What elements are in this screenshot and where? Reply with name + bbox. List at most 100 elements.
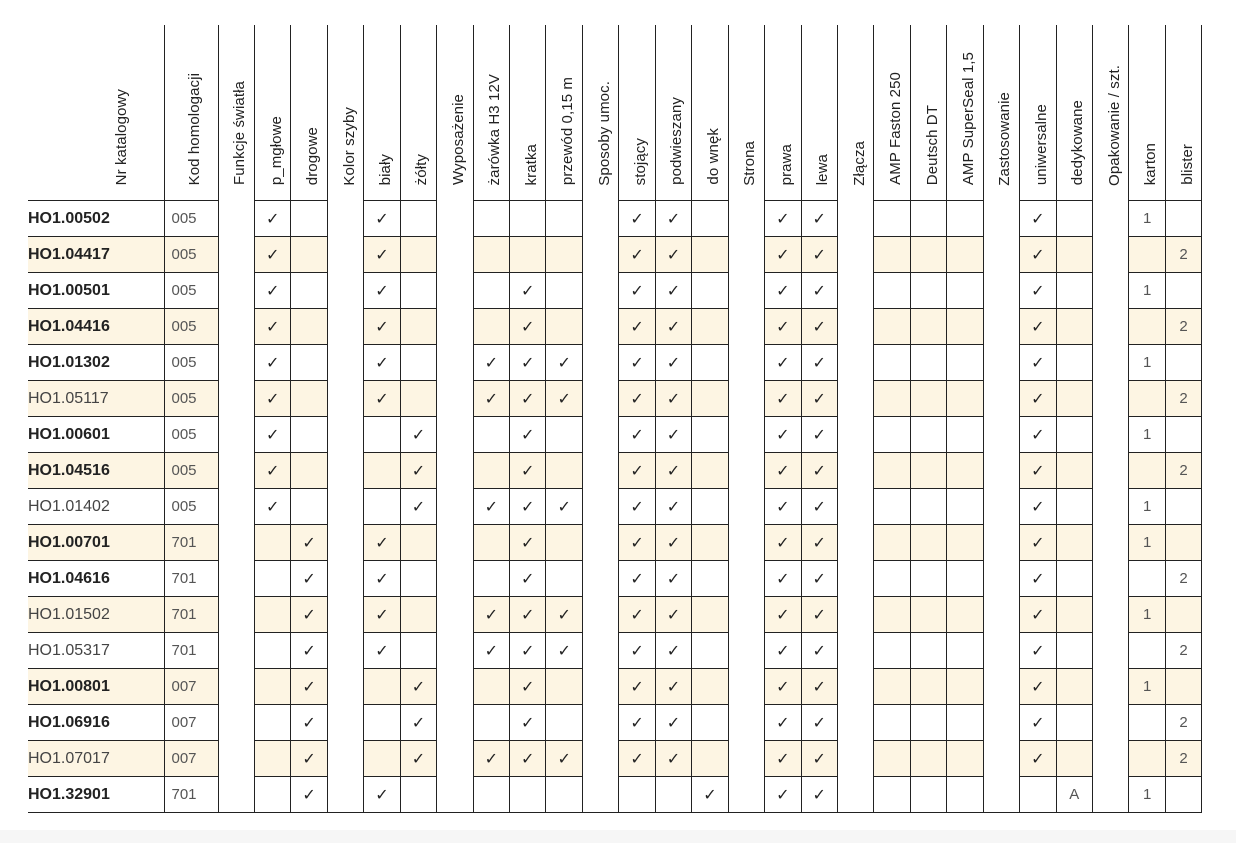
cell-zarowka-h3-12v: ✓ [472,380,511,417]
cell-deutsch-dt [909,416,948,453]
section-spacer [1091,416,1130,453]
check-icon: ✓ [265,425,280,444]
cell-deutsch-dt [909,452,948,489]
check-icon: ✓ [521,281,535,300]
section-spacer [982,560,1021,597]
cell-dedykowane [1055,380,1094,417]
cell-do-wnek [691,308,729,345]
homologation-code: 007 [163,740,219,777]
cell-przewod-0-15-m [545,524,583,561]
section-spacer [836,524,875,561]
catalog-number: HO1.00601 [28,416,165,453]
check-icon: ✓ [521,497,535,516]
cell-stojacy: ✓ [618,416,656,453]
cell-blister [1164,200,1203,237]
section-spacer [727,452,766,489]
check-icon: ✓ [666,209,681,228]
cell-stojacy: ✓ [618,344,656,381]
cell-p-mglowe [253,632,292,669]
cell-dedykowane [1055,524,1094,561]
check-icon: ✓ [630,533,644,552]
cell-dedykowane [1055,308,1094,345]
cell-zolty: ✓ [399,704,438,741]
cell-przewod-0-15-m: ✓ [545,632,583,669]
cell-przewod-0-15-m: ✓ [545,344,583,381]
column-header-przewod-0-15-m: przewód 0,15 m [545,25,583,201]
cell-prawa: ✓ [764,236,802,273]
check-icon: ✓ [812,641,826,660]
check-icon: ✓ [630,605,644,624]
check-icon: ✓ [557,353,571,372]
cell-kratka [508,776,547,813]
section-spacer [1091,704,1130,741]
cell-zolty [399,380,438,417]
cell-zarowka-h3-12v [472,560,511,597]
cell-podwieszany: ✓ [654,596,693,633]
homologation-code: 005 [163,272,219,309]
section-spacer [217,740,255,777]
cell-zolty: ✓ [399,488,438,525]
check-icon: ✓ [375,785,389,804]
section-spacer [326,452,365,489]
table-row: HO1.05117 005 ✓ ✓ ✓ ✓ ✓ ✓ ✓ ✓ ✓ ✓ 2 [28,380,1203,417]
cell-amp-superseal-1-5 [946,236,984,273]
cell-przewod-0-15-m [545,776,583,813]
cell-deutsch-dt [909,344,948,381]
check-icon: ✓ [557,389,571,408]
cell-blister [1164,272,1203,309]
column-header-amp-superseal-1-5: AMP SuperSeal 1,5 [946,25,984,201]
section-spacer [581,416,620,453]
check-icon: ✓ [302,713,316,732]
check-icon: ✓ [812,245,826,264]
cell-p-mglowe [253,524,292,561]
check-icon: ✓ [812,569,826,588]
section-spacer [836,308,875,345]
section-spacer [326,416,365,453]
section-spacer [581,236,620,273]
catalog-number: HO1.00502 [28,200,165,237]
check-icon: ✓ [484,497,498,516]
cell-amp-superseal-1-5 [946,524,984,561]
cell-do-wnek [691,524,729,561]
cell-amp-faston-250 [873,524,911,561]
check-icon: ✓ [666,749,681,768]
cell-drogowe: ✓ [290,776,328,813]
check-icon: ✓ [302,569,316,588]
column-header-label: Złącza [850,140,868,186]
section-spacer [217,596,255,633]
section-spacer [436,596,474,633]
section-spacer [581,524,620,561]
check-icon: ✓ [812,281,826,300]
cell-karton [1128,380,1166,417]
cell-podwieszany: ✓ [654,668,693,705]
column-header-label: AMP Faston 250 [887,72,905,185]
section-spacer [217,200,255,237]
column-header-zastosowanie: Zastosowanie [982,25,1021,201]
cell-zarowka-h3-12v [472,668,511,705]
cell-amp-faston-250 [873,236,911,273]
column-header-prawa: prawa [764,25,802,201]
check-icon: ✓ [630,497,644,516]
section-spacer [982,632,1021,669]
cell-zolty [399,272,438,309]
cell-dedykowane [1055,632,1094,669]
cell-drogowe: ✓ [290,560,328,597]
cell-amp-superseal-1-5 [946,632,984,669]
section-spacer [581,740,620,777]
cell-p-mglowe: ✓ [253,344,292,381]
section-spacer [982,776,1021,813]
check-icon: ✓ [411,497,426,516]
cell-zolty [399,236,438,273]
cell-kratka: ✓ [508,668,547,705]
cell-bialy [363,668,401,705]
section-spacer [727,344,766,381]
cell-blister [1164,776,1203,813]
column-header-opakowanie-szt: Opakowanie / szt. [1091,25,1130,201]
section-spacer [326,272,365,309]
section-spacer [727,488,766,525]
cell-karton: 1 [1128,272,1166,309]
check-icon: ✓ [812,713,826,732]
check-icon: ✓ [1031,389,1045,408]
section-spacer [217,416,255,453]
check-icon: ✓ [630,425,644,444]
